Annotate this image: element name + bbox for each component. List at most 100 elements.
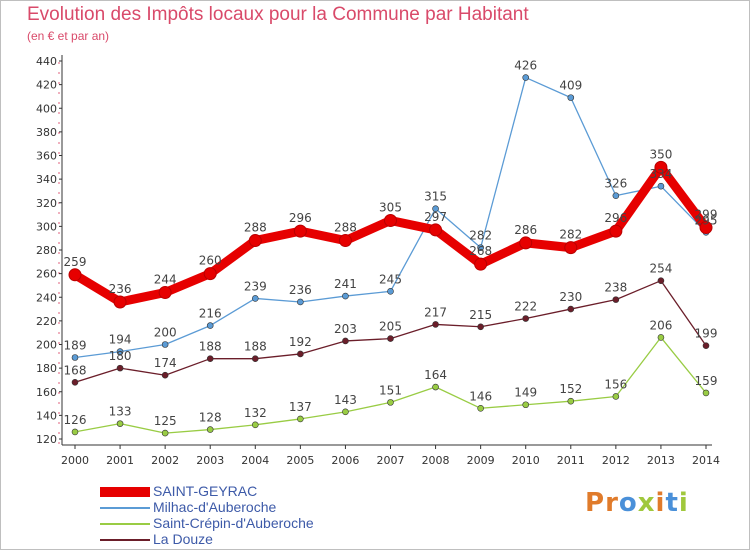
- y-tick-label: 200: [36, 339, 57, 352]
- y-tick-label: 320: [36, 197, 57, 210]
- y-tick-label: 400: [36, 102, 57, 115]
- series-point-1: [251, 295, 259, 302]
- data-label: 288: [334, 221, 357, 235]
- x-tick-label: 2000: [61, 454, 89, 467]
- series-point-0: [654, 160, 668, 174]
- data-label: 132: [244, 406, 267, 420]
- data-label: 164: [424, 368, 447, 382]
- data-label: 334: [649, 167, 672, 181]
- series-point-1: [116, 348, 124, 355]
- series-point-1: [522, 74, 530, 81]
- y-tick-label: 140: [36, 409, 57, 422]
- series-point-3: [702, 342, 710, 349]
- x-tick-label: 2011: [557, 454, 585, 467]
- series-point-1: [297, 298, 304, 306]
- series-point-0: [203, 267, 217, 281]
- y-tick-label: 420: [36, 79, 57, 92]
- series-point-1: [342, 292, 349, 300]
- proxiti-logo: Proxiti: [585, 488, 689, 518]
- data-label: 244: [154, 273, 177, 287]
- data-label: 156: [604, 377, 627, 391]
- legend-label-milhac: Milhac-d'Auberoche: [153, 499, 277, 515]
- series-point-0: [609, 224, 623, 238]
- legend-label-la-douze: La Douze: [153, 531, 213, 547]
- series-point-2: [477, 404, 484, 412]
- data-label: 133: [109, 405, 132, 419]
- legend-label-saint-crepin: Saint-Crépin-d'Auberoche: [153, 515, 314, 531]
- data-label: 286: [514, 223, 537, 237]
- series-point-1: [477, 244, 484, 251]
- y-tick-label: 160: [36, 386, 57, 399]
- data-label: 259: [64, 255, 87, 269]
- data-label: 409: [559, 79, 582, 93]
- data-label: 326: [604, 177, 627, 191]
- series-point-0: [338, 234, 352, 248]
- y-tick-label: 440: [36, 55, 57, 68]
- data-label: 192: [289, 335, 312, 349]
- x-tick-label: 2010: [512, 454, 540, 467]
- series-point-3: [342, 337, 349, 345]
- data-label: 188: [244, 340, 267, 354]
- y-tick-label: 260: [36, 268, 57, 281]
- data-label: 241: [334, 277, 357, 291]
- chart-legend: SAINT-GEYRAC Milhac-d'Auberoche Saint-Cr…: [100, 483, 400, 548]
- series-point-0: [384, 213, 397, 227]
- x-tick-label: 2013: [647, 454, 675, 467]
- x-tick-label: 2003: [196, 454, 224, 467]
- y-tick-label: 300: [36, 220, 57, 233]
- series-point-1: [432, 205, 439, 212]
- legend-swatch-milhac: [100, 507, 150, 509]
- data-label: 238: [604, 281, 627, 295]
- y-tick-label: 240: [36, 291, 57, 304]
- data-label: 295: [695, 213, 718, 227]
- series-point-3: [71, 378, 79, 386]
- series-point-2: [567, 397, 575, 405]
- series-point-0: [68, 268, 82, 282]
- series-point-0: [248, 234, 262, 248]
- data-label: 350: [649, 147, 672, 161]
- series-point-3: [116, 364, 124, 372]
- x-tick-label: 2008: [422, 454, 450, 467]
- data-label: 236: [289, 283, 312, 297]
- legend-swatch-saint-crepin: [100, 523, 150, 525]
- legend-item-saint-geyrac: SAINT-GEYRAC: [100, 483, 400, 500]
- data-label: 137: [289, 400, 312, 414]
- data-label: 174: [154, 356, 177, 370]
- y-tick-label: 340: [36, 173, 57, 186]
- series-point-3: [477, 323, 484, 331]
- series-point-0: [113, 295, 127, 309]
- series-point-2: [612, 393, 620, 400]
- x-tick-label: 2007: [377, 454, 405, 467]
- legend-item-milhac: Milhac-d'Auberoche: [100, 499, 400, 516]
- data-label: 315: [424, 190, 447, 204]
- legend-swatch-saint-geyrac: [100, 487, 150, 497]
- data-label: 168: [64, 363, 87, 377]
- data-label: 296: [289, 211, 312, 225]
- x-tick-label: 2012: [602, 454, 630, 467]
- series-point-2: [116, 420, 124, 427]
- data-label: 239: [244, 279, 267, 293]
- series-point-1: [206, 322, 214, 329]
- y-tick-label: 220: [36, 315, 57, 328]
- series-point-3: [612, 296, 620, 303]
- data-label: 215: [469, 308, 492, 322]
- data-label: 217: [424, 305, 447, 319]
- data-label: 245: [379, 272, 402, 286]
- data-label: 260: [199, 254, 222, 268]
- x-tick-label: 2001: [106, 454, 134, 467]
- data-label: 216: [199, 307, 222, 321]
- data-label: 222: [514, 300, 537, 314]
- data-label: 189: [64, 338, 87, 352]
- series-point-0: [429, 223, 443, 237]
- series-point-3: [567, 305, 575, 313]
- series-point-3: [251, 355, 259, 362]
- series-point-2: [297, 415, 304, 423]
- data-label: 199: [695, 327, 718, 341]
- series-point-3: [522, 315, 530, 322]
- series-point-1: [657, 182, 665, 190]
- series-point-2: [387, 399, 394, 406]
- series-point-3: [432, 321, 439, 328]
- series-point-0: [158, 286, 172, 300]
- series-point-0: [293, 224, 307, 238]
